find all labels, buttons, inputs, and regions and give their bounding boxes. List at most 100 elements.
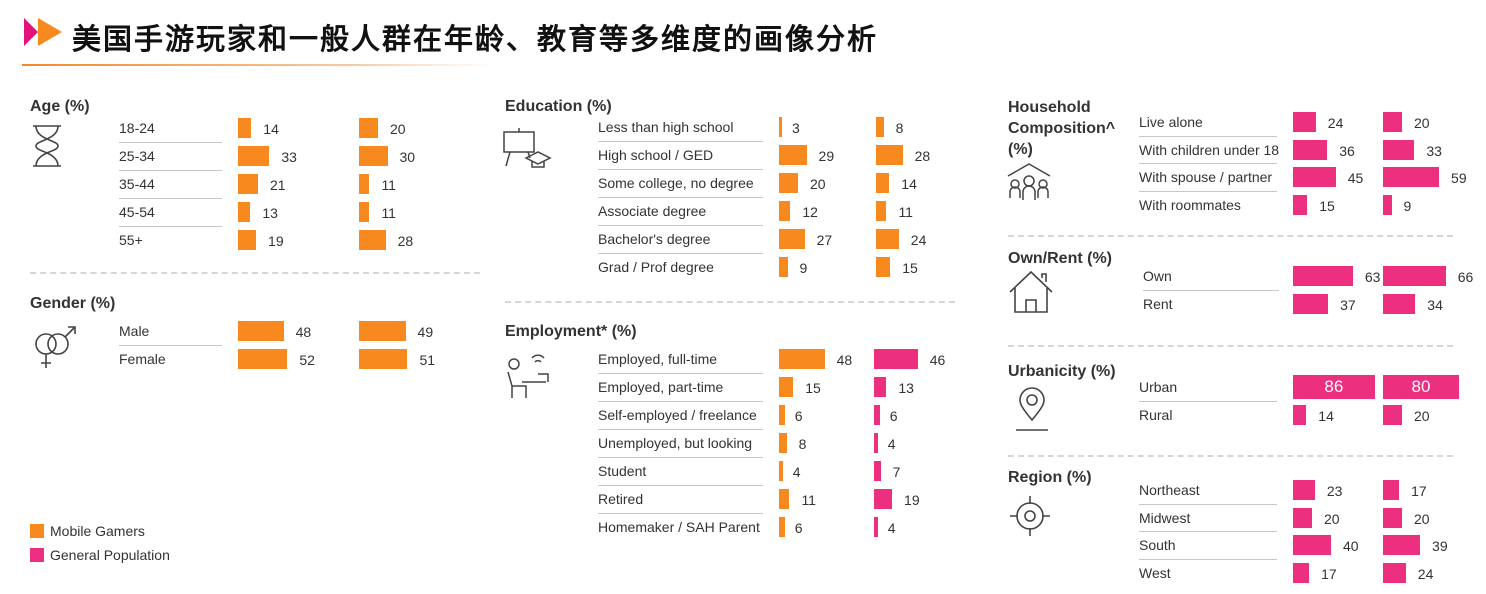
- data-label: 28: [914, 148, 931, 164]
- data-label: 4: [792, 464, 801, 480]
- row-divider: [1139, 531, 1277, 532]
- category-label: With spouse / partner: [1139, 169, 1273, 185]
- data-label: 20: [390, 121, 406, 137]
- category-label: Unemployed, but looking: [598, 435, 753, 451]
- hourglass-icon: [30, 124, 64, 173]
- section-title: Age (%): [30, 98, 90, 115]
- bar: [876, 145, 903, 165]
- data-label: 7: [892, 464, 901, 480]
- category-label: Employed, part-time: [598, 379, 724, 395]
- row-divider: [598, 141, 763, 142]
- data-label: 19: [904, 492, 920, 508]
- row-divider: [598, 485, 763, 486]
- category-label: Less than high school: [598, 119, 734, 135]
- legend-swatch: [30, 524, 44, 538]
- data-label: 49: [417, 324, 434, 340]
- data-label: 11: [801, 492, 816, 508]
- category-label: 45-54: [119, 204, 155, 220]
- bar: [779, 201, 791, 221]
- bar: [876, 117, 884, 137]
- data-label: 36: [1339, 142, 1355, 159]
- bar: [238, 146, 270, 166]
- bar: [1293, 112, 1316, 132]
- data-label: 13: [262, 205, 278, 221]
- bar: [359, 321, 406, 341]
- title-underline: [22, 64, 492, 66]
- data-label: 20: [1414, 510, 1430, 527]
- bar: [359, 118, 378, 138]
- data-label: 11: [381, 205, 396, 221]
- row-divider: [598, 225, 763, 226]
- data-label: 21: [269, 177, 286, 193]
- bar: [1293, 562, 1310, 583]
- bar: [359, 174, 370, 194]
- bar: [1383, 266, 1446, 286]
- row-divider: [1139, 401, 1277, 402]
- data-label: 39: [1432, 538, 1448, 554]
- section-title: Employment* (%): [505, 323, 637, 340]
- data-label: 28: [397, 233, 414, 249]
- data-label: 8: [798, 436, 807, 452]
- gender-icon: [30, 322, 80, 377]
- data-label: 6: [794, 520, 803, 536]
- bar: [1383, 194, 1392, 215]
- section-title: Gender (%): [30, 295, 116, 312]
- bar: [874, 489, 893, 509]
- category-label: Homemaker / SAH Parent: [598, 519, 760, 535]
- bar: [1383, 375, 1459, 399]
- data-label: 15: [1319, 197, 1335, 214]
- category-label: Urban: [1139, 379, 1178, 395]
- bar: [1383, 293, 1416, 314]
- category-label: Northeast: [1139, 482, 1200, 498]
- row-divider: [1139, 135, 1277, 137]
- row-divider: [598, 457, 763, 458]
- data-label: 3: [792, 120, 800, 136]
- bar: [238, 230, 257, 250]
- bar: [779, 173, 798, 193]
- bar: [874, 517, 878, 537]
- row-divider: [598, 513, 763, 514]
- bar: [1383, 139, 1415, 160]
- bar: [1383, 535, 1421, 555]
- category-label: With roommates: [1139, 196, 1241, 213]
- category-label: Bachelor's degree: [598, 231, 711, 247]
- data-label: 24: [1327, 115, 1344, 131]
- data-label: 11: [381, 177, 396, 193]
- data-label: 23: [1326, 483, 1343, 499]
- bar: [779, 517, 785, 537]
- row-divider: [1139, 163, 1277, 164]
- category-label: Some college, no degree: [598, 175, 754, 191]
- bar: [238, 202, 251, 222]
- legend-label: Mobile Gamers: [50, 523, 145, 539]
- category-label: High school / GED: [598, 147, 714, 163]
- data-label: 40: [1343, 538, 1359, 554]
- data-label: 24: [910, 232, 927, 248]
- divider: [505, 301, 955, 303]
- data-label: 30: [399, 149, 416, 165]
- category-label: West: [1139, 564, 1171, 581]
- row-divider: [1139, 503, 1277, 505]
- bar: [1293, 139, 1328, 160]
- bar: [1293, 405, 1307, 425]
- data-label: 6: [889, 408, 898, 424]
- data-label: 17: [1321, 565, 1337, 582]
- bar: [779, 229, 805, 249]
- graduation-icon: [502, 126, 552, 177]
- data-label: 66: [1457, 269, 1474, 285]
- bar: [1383, 167, 1440, 187]
- section-title: Education (%): [505, 98, 612, 115]
- bar: [874, 349, 918, 369]
- category-label: South: [1139, 537, 1176, 553]
- data-label: 37: [1340, 296, 1356, 313]
- data-label: 12: [802, 204, 818, 220]
- bar: [779, 489, 790, 509]
- divider: [30, 272, 480, 274]
- data-label: 46: [929, 352, 946, 368]
- section-title: Urbanicity (%): [1008, 363, 1116, 380]
- row-divider: [598, 197, 763, 198]
- category-label: Self-employed / freelance: [598, 407, 757, 423]
- data-label: 4: [887, 436, 896, 452]
- category-label: Associate degree: [598, 203, 707, 219]
- data-label: 6: [794, 408, 803, 424]
- bar: [1383, 405, 1402, 425]
